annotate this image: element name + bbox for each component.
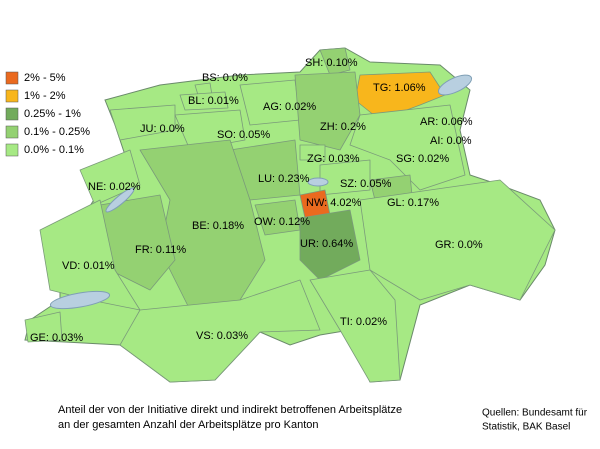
- legend-swatch: [5, 107, 19, 121]
- canton-label: NW: 4.02%: [306, 197, 362, 209]
- source-line: Statistik, BAK Basel: [482, 422, 570, 433]
- canton-label: SH: 0.10%: [305, 57, 358, 69]
- caption-line: an der gesamten Anzahl der Arbeitsplätze…: [58, 419, 319, 431]
- canton-label: OW: 0.12%: [254, 216, 310, 228]
- canton-region: [294, 71, 361, 151]
- legend-label: 2% - 5%: [24, 72, 66, 84]
- legend-swatch: [5, 125, 19, 139]
- canton-region: [349, 104, 466, 191]
- canton-label: AI: 0.0%: [430, 135, 472, 147]
- caption-line: Anteil der von der Initiative direkt und…: [58, 404, 402, 416]
- source-line: Quellen: Bundesamt für: [482, 408, 588, 419]
- legend-label: 0.25% - 1%: [24, 108, 81, 120]
- canton-label: ZH: 0.2%: [320, 121, 366, 133]
- canton-label: AR: 0.06%: [420, 116, 473, 128]
- canton-label: VD: 0.01%: [62, 260, 115, 272]
- canton-label: TG: 1.06%: [373, 82, 426, 94]
- cantons: [24, 47, 556, 383]
- canton-label: SG: 0.02%: [396, 153, 449, 165]
- canton-label: BE: 0.18%: [192, 220, 244, 232]
- canton-label: BL: 0.01%: [188, 95, 239, 107]
- legend-swatch: [5, 89, 19, 103]
- lake: [105, 187, 135, 213]
- canton-label: NE: 0.02%: [88, 181, 141, 193]
- canton-region: [109, 104, 176, 141]
- canton-region: [359, 179, 556, 301]
- canton-label: TI: 0.02%: [340, 316, 387, 328]
- canton-label: ZG: 0.03%: [307, 153, 360, 165]
- legend-label: 0.0% - 0.1%: [24, 144, 84, 156]
- canton-label: JU: 0.0%: [140, 123, 185, 135]
- canton-label: GL: 0.17%: [387, 197, 439, 209]
- legend: 2% - 5% 1% - 2% 0.25% - 1% 0.1% - 0.25% 0.0%…: [5, 71, 90, 157]
- canton-region: [299, 144, 326, 161]
- canton-region: [179, 91, 229, 111]
- legend-label: 1% - 2%: [24, 90, 66, 102]
- canton-region: [119, 279, 321, 383]
- canton-label: FR: 0.11%: [135, 244, 186, 256]
- canton-region: [24, 311, 63, 343]
- canton-label: UR: 0.64%: [300, 238, 353, 250]
- canton-label: BS: 0.0%: [202, 72, 248, 84]
- legend-swatch: [5, 143, 19, 157]
- canton-region: [319, 47, 351, 76]
- canton-label: GR: 0.0%: [435, 239, 483, 251]
- canton-label: GE: 0.03%: [30, 332, 83, 344]
- canton-label: VS: 0.03%: [196, 330, 248, 342]
- canton-label: SZ: 0.05%: [340, 178, 392, 190]
- canton-label: SO: 0.05%: [217, 129, 270, 141]
- lake: [437, 74, 473, 96]
- canton-region: [299, 209, 361, 281]
- lake: [49, 290, 111, 310]
- lake: [307, 177, 329, 187]
- legend-label: 0.1% - 0.25%: [24, 126, 90, 138]
- canton-labels: SH: 0.10% TG: 1.06% BS: 0.0% BL: 0.01% AG: 0…: [30, 57, 483, 344]
- legend-swatch: [5, 71, 19, 85]
- canton-label: AG: 0.02%: [263, 101, 316, 113]
- canton-region: [309, 269, 401, 383]
- canton-label: LU: 0.23%: [258, 173, 310, 185]
